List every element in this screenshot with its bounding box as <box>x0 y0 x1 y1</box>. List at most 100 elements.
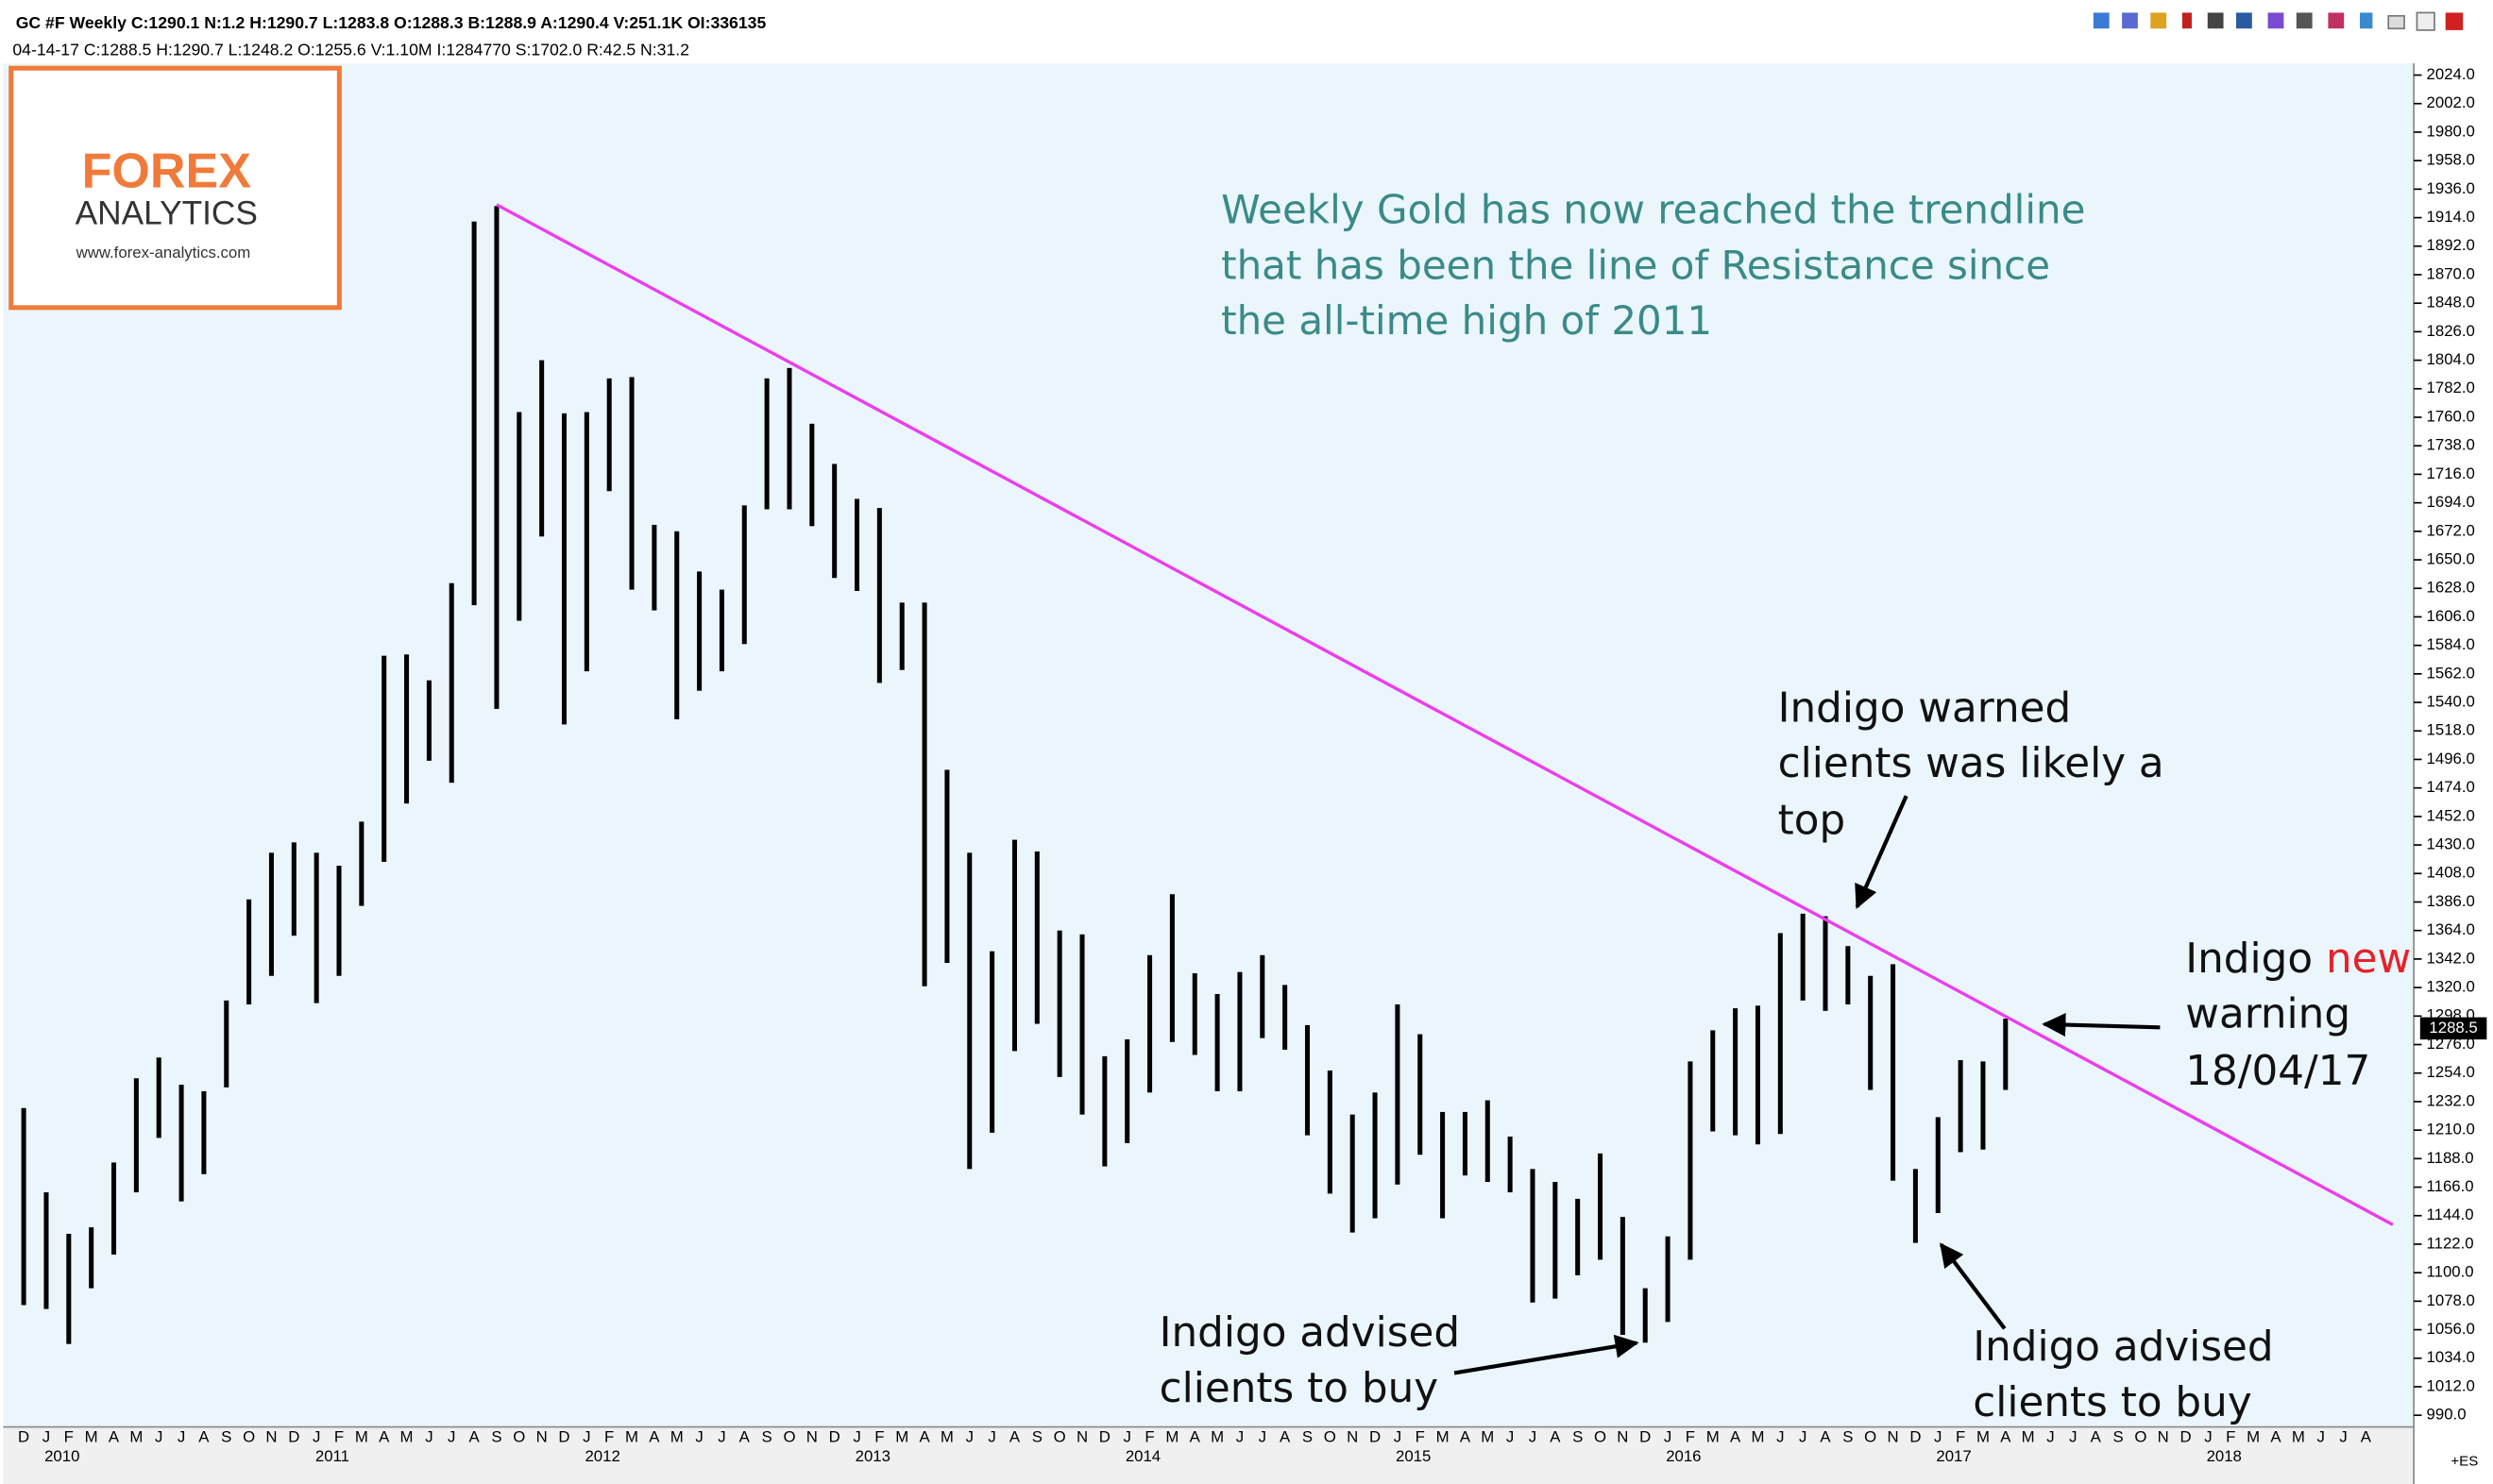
tool-icon[interactable] <box>2267 12 2284 29</box>
logo-box <box>8 65 342 311</box>
x-tick-label: D <box>558 1428 569 1446</box>
x-tick-label: M <box>400 1428 414 1446</box>
x-tick-label: J <box>966 1428 974 1446</box>
toolbar[interactable] <box>2093 11 2464 31</box>
minimize-button[interactable] <box>2387 14 2405 30</box>
price-bar <box>201 1090 207 1174</box>
y-tick-label: 1496.0 <box>2427 750 2475 767</box>
price-bar <box>1642 1288 1648 1343</box>
price-bar <box>1665 1236 1670 1323</box>
y-tick-label: 1408.0 <box>2427 864 2475 882</box>
x-tick-label: M <box>895 1428 908 1446</box>
x-tick-label: M <box>1211 1428 1224 1446</box>
y-tick-label: 1716.0 <box>2427 464 2475 482</box>
y-tick-label: 1430.0 <box>2427 835 2475 853</box>
x-tick-label: M <box>1481 1428 1494 1446</box>
price-bar <box>1687 1061 1693 1260</box>
price-bar <box>66 1233 72 1344</box>
tool-icon[interactable] <box>2328 12 2345 29</box>
tool-icon[interactable] <box>2207 12 2224 29</box>
price-bar <box>156 1057 161 1138</box>
x-tick-label: N <box>1077 1428 1088 1446</box>
x-tick-label: M <box>129 1428 143 1446</box>
price-bar <box>697 571 703 691</box>
price-bar <box>517 412 522 621</box>
price-bar <box>1214 993 1220 1091</box>
x-tick-label: F <box>2226 1428 2235 1446</box>
tool-icon[interactable] <box>2150 12 2167 29</box>
x-tick-label: S <box>491 1428 501 1446</box>
annotation: clients to buy <box>1160 1364 1438 1412</box>
y-tick-label: 1562.0 <box>2427 664 2475 682</box>
price-bar <box>314 852 319 1003</box>
price-bar <box>1958 1059 1963 1153</box>
tool-icon[interactable] <box>2122 12 2138 29</box>
tool-icon[interactable] <box>2181 12 2192 29</box>
x-tick-label: A <box>109 1428 120 1446</box>
annotation-part: Indigo <box>2185 935 2313 983</box>
price-bar <box>809 423 815 527</box>
price-bar <box>1237 971 1243 1091</box>
x-tick-label: S <box>221 1428 231 1446</box>
y-tick-label: 1738.0 <box>2427 436 2475 454</box>
price-bar <box>1057 930 1062 1077</box>
annotation: Indigo advised <box>1160 1308 1460 1357</box>
x-tick-label: S <box>1302 1428 1313 1446</box>
x-tick-label: A <box>649 1428 660 1446</box>
tool-icon[interactable] <box>2296 12 2313 29</box>
header-line: 04-14-17 C:1288.5 H:1290.7 L:1248.2 O:12… <box>12 40 689 59</box>
y-tick-label: 1782.0 <box>2427 379 2475 396</box>
tool-icon[interactable] <box>2360 12 2373 29</box>
x-tick-label: J <box>1124 1428 1131 1446</box>
price-bar <box>1125 1039 1130 1143</box>
x-tick-label: O <box>1054 1428 1066 1446</box>
tool-icon[interactable] <box>2093 12 2110 29</box>
price-bar <box>1011 839 1017 1052</box>
price-bar <box>1552 1182 1558 1299</box>
x-tick-label: A <box>379 1428 390 1446</box>
x-tick-label: J <box>448 1428 455 1446</box>
x-tick-label: A <box>1550 1428 1561 1446</box>
price-bar <box>1462 1111 1467 1176</box>
tool-icon[interactable] <box>2236 12 2252 29</box>
x-tick-label: A <box>1009 1428 1021 1446</box>
x-tick-label: J <box>1259 1428 1266 1446</box>
price-bar <box>1845 946 1851 1004</box>
logo-sub: ANALYTICS <box>76 195 258 232</box>
headline: the all-time high of 2011 <box>1221 297 1712 344</box>
price-bar <box>1935 1117 1941 1213</box>
price-bar <box>652 524 657 611</box>
headline: that has been the line of Resistance sin… <box>1221 242 2050 288</box>
x-tick-label: J <box>583 1428 590 1446</box>
x-tick-label: F <box>334 1428 344 1446</box>
price-bar <box>990 951 995 1133</box>
x-tick-label: N <box>1887 1428 1898 1446</box>
logo-url: www.forex-analytics.com <box>76 244 251 261</box>
price-bar <box>359 821 365 906</box>
y-tick-label: 1826.0 <box>2427 322 2475 340</box>
price-bar <box>1891 964 1896 1181</box>
annotation: clients to buy <box>1973 1378 2251 1426</box>
x-tick-label: F <box>1956 1428 1965 1446</box>
price-bar <box>629 377 635 590</box>
x-tick-label: D <box>1369 1428 1381 1446</box>
y-tick-label: 1650.0 <box>2427 549 2475 567</box>
maximize-button[interactable] <box>2416 11 2435 31</box>
price-bar <box>110 1162 117 1255</box>
y-tick-label: 1628.0 <box>2427 579 2475 597</box>
x-tick-label: D <box>1639 1428 1651 1446</box>
y-tick-label: 1386.0 <box>2427 892 2475 910</box>
price-bar <box>382 655 387 862</box>
x-tick-label: O <box>1864 1428 1876 1446</box>
close-button[interactable] <box>2445 12 2464 30</box>
year-label: 2012 <box>585 1447 619 1465</box>
x-tick-label: J <box>1799 1428 1806 1446</box>
price-bar <box>449 582 454 784</box>
y-tick-label: 1870.0 <box>2427 264 2475 282</box>
price-bar <box>1102 1055 1108 1167</box>
price-bar <box>854 498 860 591</box>
x-tick-label: O <box>243 1428 255 1446</box>
x-tick-label: N <box>265 1428 277 1446</box>
year-label: 2016 <box>1666 1447 1701 1465</box>
x-tick-label: N <box>2158 1428 2169 1446</box>
